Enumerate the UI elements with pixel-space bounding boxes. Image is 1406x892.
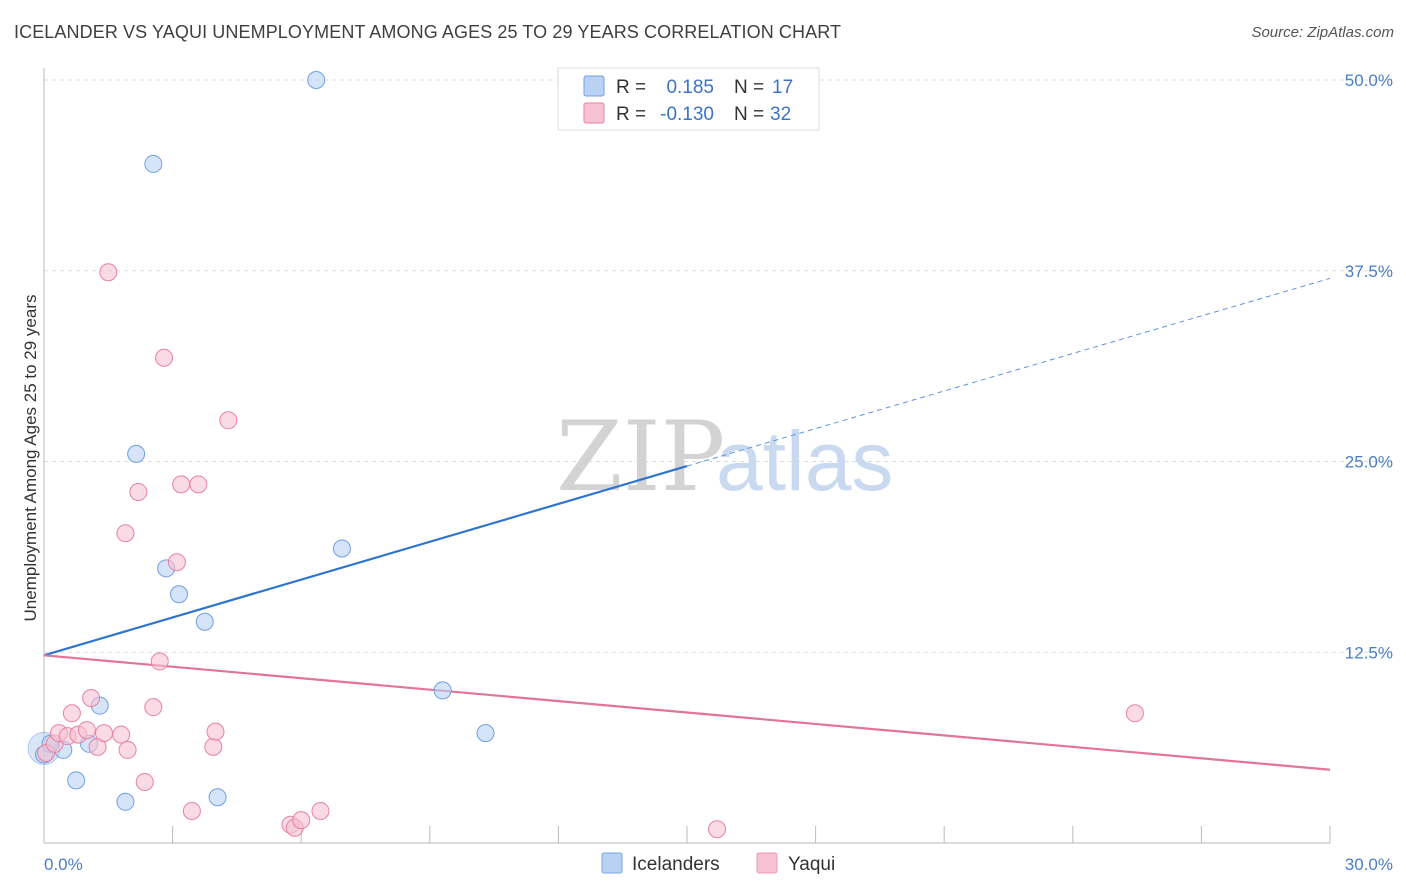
yaqui-point [204, 737, 223, 756]
icelander-point [433, 681, 452, 700]
correlation-legend: R = 0.185 N = 17 R = -0.130 N = 32 [557, 67, 820, 131]
yaqui-point [118, 740, 137, 759]
icelander-point [195, 612, 214, 631]
series-legend: Icelanders Yaqui [601, 852, 835, 875]
icelander-point [170, 585, 189, 604]
icelander-point [127, 444, 146, 463]
legend-swatch-yaqui [583, 102, 605, 124]
legend-swatch-yaqui [756, 852, 778, 874]
x-tick-label: 0.0% [44, 855, 83, 874]
icelander-point [116, 792, 135, 811]
legend-r-label: R = [616, 104, 646, 125]
legend-row-yaqui: R = -0.130 N = 32 [583, 102, 791, 125]
legend-swatch-icelanders [601, 852, 623, 874]
icelander-trend-extrapolation [686, 277, 1331, 467]
legend-r-value: 0.185 [666, 77, 714, 98]
yaqui-point [292, 811, 311, 830]
chart-title: ICELANDER VS YAQUI UNEMPLOYMENT AMONG AG… [14, 22, 842, 42]
icelander-point [208, 788, 227, 807]
yaqui-point [77, 721, 96, 740]
yaqui-point [82, 689, 101, 708]
yaqui-point [172, 475, 191, 494]
legend-r-label: R = [616, 77, 646, 98]
yaqui-trend-line [43, 654, 1331, 771]
legend-n-value: 32 [770, 104, 791, 125]
yaqui-point [112, 725, 131, 744]
yaqui-point [167, 553, 186, 572]
trend-lines [43, 277, 1331, 771]
source-credit: Source: ZipAtlas.com [1251, 24, 1394, 41]
legend-swatch-icelanders [583, 75, 605, 97]
y-tick-label: 12.5% [1345, 643, 1393, 662]
icelander-trend-line [43, 465, 688, 657]
legend-row-icelanders: R = 0.185 N = 17 [583, 75, 793, 98]
legend-item-icelanders: Icelanders [632, 854, 720, 875]
axes [43, 68, 1331, 844]
yaqui-point [129, 483, 148, 502]
watermark-atlas: atlas [716, 414, 893, 508]
yaqui-point [116, 524, 135, 543]
icelander-point [144, 154, 163, 173]
yaqui-point [708, 820, 727, 839]
icelander-point [307, 71, 326, 89]
legend-n-label: N = [734, 104, 764, 125]
yaqui-point [189, 475, 208, 494]
yaqui-point [182, 801, 201, 820]
yaqui-point [206, 722, 225, 741]
yaqui-point [135, 772, 154, 791]
data-points [27, 71, 1144, 839]
yaqui-point [150, 652, 169, 671]
yaqui-point [144, 698, 163, 717]
icelander-point [332, 539, 351, 558]
yaqui-point [62, 704, 81, 723]
watermark-zip: ZIP [556, 401, 725, 513]
legend-n-value: 17 [772, 77, 793, 98]
icelander-point [67, 771, 86, 790]
yaqui-point [311, 801, 330, 820]
x-tick-label: 30.0% [1345, 855, 1393, 874]
legend-n-label: N = [734, 77, 764, 98]
legend-r-value: -0.130 [660, 104, 714, 125]
y-tick-label: 50.0% [1345, 71, 1393, 90]
yaqui-point [155, 348, 174, 367]
yaqui-point [95, 724, 114, 743]
yaqui-point [219, 411, 238, 430]
icelander-point [476, 724, 495, 743]
gridlines [44, 79, 1392, 653]
yaqui-point [1125, 704, 1144, 723]
legend-item-yaqui: Yaqui [788, 854, 835, 875]
y-tick-label: 37.5% [1345, 262, 1393, 281]
y-axis-label: Unemployment Among Ages 25 to 29 years [21, 295, 40, 622]
y-tick-label: 25.0% [1345, 453, 1393, 472]
tick-labels: 12.5% 25.0% 37.5% 50.0% 0.0% 30.0% [44, 71, 1393, 874]
yaqui-point [99, 263, 118, 282]
